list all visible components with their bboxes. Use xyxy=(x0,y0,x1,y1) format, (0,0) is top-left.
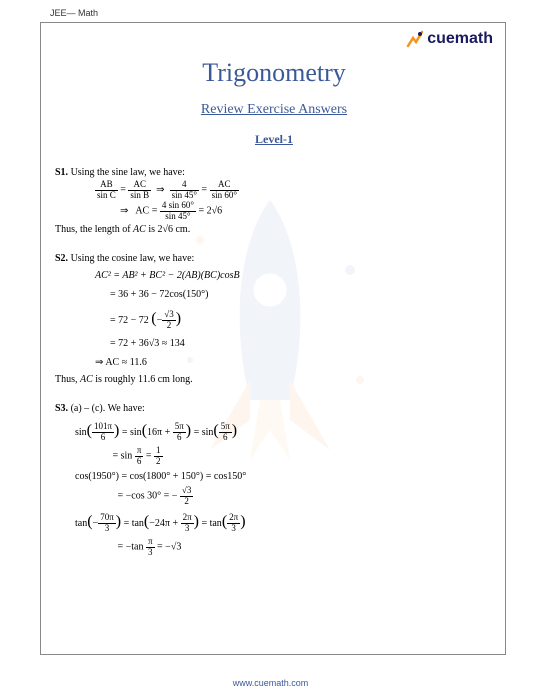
s2-conc-c: is roughly 11.6 cm long. xyxy=(93,374,193,385)
s1-math: ABsin C = ACsin B ⇒ 4sin 45° = ACsin 60°… xyxy=(55,180,493,222)
s3-cf1d: 2 xyxy=(180,497,193,507)
page-title: Trigonometry xyxy=(55,58,493,88)
s1-conc-b: AC xyxy=(133,224,146,235)
s3-sf1d: 6 xyxy=(92,433,114,443)
s3-math: sin(101π6) = sin(16π + 5π6) = sin(5π6) =… xyxy=(55,416,493,558)
s3-tf1d: 3 xyxy=(98,524,116,534)
s2-l4: = 72 + 36√3 ≈ 134 xyxy=(110,338,185,349)
s3-cos2a: = −cos 30° = − xyxy=(118,491,178,502)
s1-label: S1. xyxy=(55,167,68,178)
s1-f4d: sin 60° xyxy=(210,191,239,201)
footer-link: www.cuemath.com xyxy=(0,678,541,688)
s3-cos1: cos(1950°) = cos(1800° + 150°) = cos150° xyxy=(75,471,246,482)
solution-s2: S2. Using the cosine law, we have: AC² =… xyxy=(55,251,493,387)
page-subtitle: Review Exercise Answers xyxy=(55,102,493,118)
s1-conc-a: Thus, the length of xyxy=(55,224,133,235)
s3-sf4d: 6 xyxy=(135,457,144,467)
s3-sf3d: 6 xyxy=(219,433,232,443)
brand-logo: cuemath xyxy=(406,30,493,48)
s2-conc-a: Thus, xyxy=(55,374,80,385)
s2-math: AC² = AB² + BC² − 2(AB)(BC)cosB = 36 + 3… xyxy=(55,266,493,372)
logo-icon xyxy=(406,30,424,48)
solution-s1: S1. Using the sine law, we have: ABsin C… xyxy=(55,165,493,237)
s2-f1d: 2 xyxy=(162,321,175,331)
s3-intro: (a) – (c). We have: xyxy=(71,403,145,414)
s2-l1: AC² = AB² + BC² − 2(AB)(BC)cosB xyxy=(95,270,240,281)
s3-label: S3. xyxy=(55,403,68,414)
s1-intro: Using the sine law, we have: xyxy=(71,167,185,178)
s1-l2d: = 2√6 xyxy=(198,205,222,216)
page-content: Trigonometry Review Exercise Answers Lev… xyxy=(55,58,493,645)
s3-tf4d: 3 xyxy=(146,548,155,558)
s2-conc-b: AC xyxy=(80,374,93,385)
s2-intro: Using the cosine law, we have: xyxy=(71,253,195,264)
s2-l5: ⇒ AC ≈ 11.6 xyxy=(95,357,147,368)
level-label: Level-1 xyxy=(55,132,493,147)
s3-sf5d: 2 xyxy=(154,457,163,467)
s1-f1d: sin C xyxy=(95,191,118,201)
s3-tc: −24π + xyxy=(149,518,178,529)
s2-l3a: = 72 − 72 xyxy=(110,315,149,326)
s2-l2: = 36 + 36 − 72cos(150°) xyxy=(110,289,208,300)
s1-f5d: sin 45° xyxy=(160,212,196,222)
s3-tf2d: 3 xyxy=(181,524,194,534)
s3-sc: 16π + xyxy=(147,427,170,438)
s3-s2a: = sin xyxy=(113,451,133,462)
solution-s3: S3. (a) – (c). We have: sin(101π6) = sin… xyxy=(55,401,493,558)
s2-label: S2. xyxy=(55,253,68,264)
s1-conc-c: is 2√6 cm. xyxy=(146,224,190,235)
s1-f2d: sin B xyxy=(128,191,151,201)
s3-t2d: = −√3 xyxy=(157,542,181,553)
logo-text: cuemath xyxy=(427,30,493,48)
s3-t2a: = −tan xyxy=(118,542,144,553)
s1-l2a: AC = xyxy=(135,205,157,216)
page-header-text: JEE— Math xyxy=(0,0,541,18)
s3-tf3d: 3 xyxy=(227,524,240,534)
s3-sf2d: 6 xyxy=(173,433,186,443)
